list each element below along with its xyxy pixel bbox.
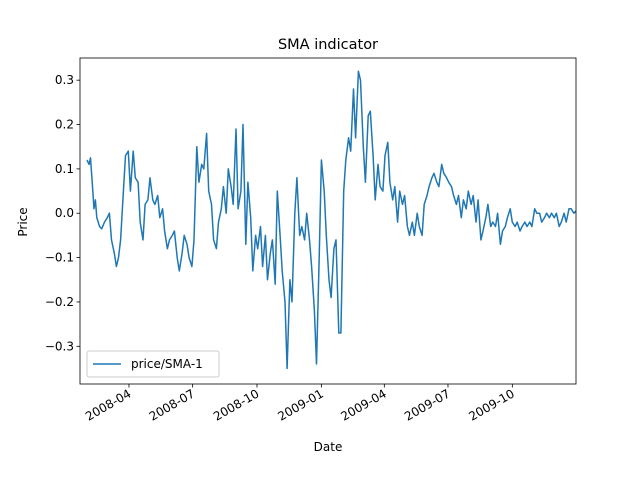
legend-entry: price/SMA-1 [131, 357, 203, 371]
y-tick-label: −0.2 [45, 295, 74, 309]
y-tick-label: −0.3 [45, 339, 74, 353]
plot-frame [79, 57, 577, 385]
plot-area [79, 57, 577, 385]
legend: price/SMA-1 [86, 350, 220, 378]
x-tick-label: 2009-04 [338, 386, 388, 423]
chart-title: SMA indicator [278, 37, 378, 53]
x-tick-label: 2008-04 [83, 386, 133, 423]
y-tick-label: −0.1 [45, 251, 74, 265]
x-tick-label: 2009-07 [402, 386, 452, 423]
y-tick-label: 0.0 [55, 206, 74, 220]
x-tick-label: 2009-01 [275, 386, 325, 423]
y-tick-label: 0.1 [55, 162, 74, 176]
x-tick-label: 2008-07 [147, 386, 197, 423]
x-tick-label: 2008-10 [211, 386, 261, 423]
y-tick-label: 0.2 [55, 118, 74, 132]
x-axis: 2008-04 2008-07 2008-10 2009-01 2009-04 2009-… [83, 384, 517, 424]
series-line-price-sma [86, 70, 577, 370]
y-axis-label: Price [16, 207, 30, 236]
x-tick-label: 2009-10 [466, 386, 516, 423]
legend-box [86, 350, 220, 378]
y-axis: −0.3 −0.2 −0.1 0.0 0.1 0.2 0.3 [45, 73, 80, 353]
x-axis-label: Date [314, 440, 343, 454]
y-tick-label: 0.3 [55, 73, 74, 87]
